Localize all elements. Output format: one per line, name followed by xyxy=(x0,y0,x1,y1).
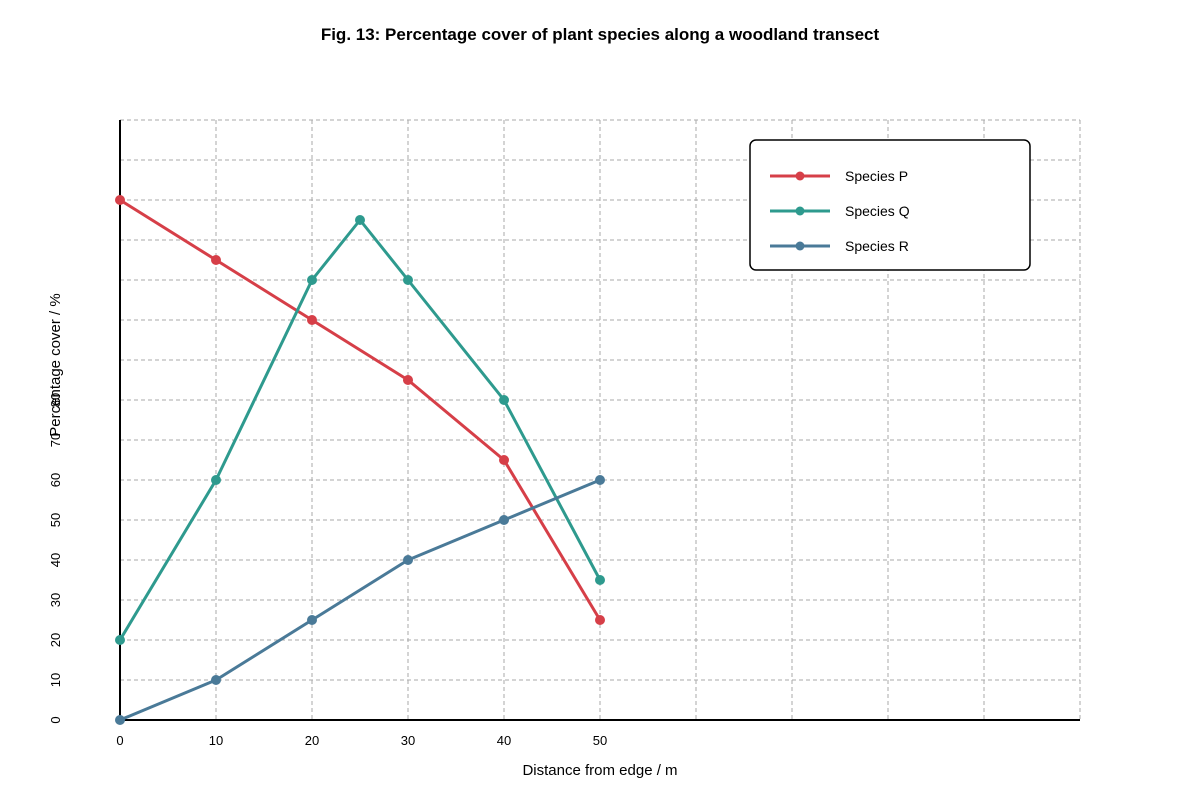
y-tick-label: 70 xyxy=(48,433,63,447)
data-point xyxy=(403,555,413,565)
axes xyxy=(119,120,1080,721)
data-point xyxy=(211,675,221,685)
data-point xyxy=(595,475,605,485)
y-tick-label: 60 xyxy=(48,473,63,487)
x-tick-labels: 0 10 20 30 40 50 xyxy=(116,733,607,748)
legend-marker xyxy=(795,241,805,251)
legend-box xyxy=(749,139,1031,271)
x-axis-label: Distance from edge / m xyxy=(522,762,677,779)
data-point xyxy=(355,215,365,225)
data-point xyxy=(403,375,413,385)
data-point xyxy=(115,195,125,205)
y-tick-label: 80 xyxy=(48,393,63,407)
x-tick-label: 10 xyxy=(209,733,223,748)
data-point xyxy=(499,455,509,465)
y-tick-label: 20 xyxy=(48,633,63,647)
data-point xyxy=(595,615,605,625)
legend: Species P Species Q Species R xyxy=(749,139,1031,271)
y-axis-label: Percentage cover / % xyxy=(47,293,64,436)
y-tick-label: 0 xyxy=(48,716,63,723)
x-tick-label: 50 xyxy=(593,733,607,748)
data-point xyxy=(595,575,605,585)
x-tick-label: 30 xyxy=(401,733,415,748)
x-tick-label: 40 xyxy=(497,733,511,748)
series-line xyxy=(118,218,602,641)
legend-entry: Species Q xyxy=(845,203,910,219)
legend-items: Species P Species Q Species R xyxy=(770,168,910,254)
y-tick-label: 30 xyxy=(48,593,63,607)
data-point xyxy=(307,275,317,285)
legend-marker xyxy=(795,171,805,181)
data-point xyxy=(307,615,317,625)
legend-marker xyxy=(795,206,805,216)
legend-entry: Species R xyxy=(845,238,909,254)
series-line xyxy=(119,478,601,722)
y-tick-label: 10 xyxy=(48,673,63,687)
legend-entry: Species P xyxy=(845,168,908,184)
x-tick-label: 20 xyxy=(305,733,319,748)
data-point xyxy=(211,475,221,485)
data-point xyxy=(307,315,317,325)
y-tick-label: 40 xyxy=(48,553,63,567)
data-point xyxy=(115,635,125,645)
y-tick-label: 50 xyxy=(48,513,63,527)
chart-title: Fig. 13: Percentage cover of plant speci… xyxy=(321,25,880,44)
data-point xyxy=(403,275,413,285)
data-point xyxy=(211,255,221,265)
data-point xyxy=(499,515,509,525)
series xyxy=(115,195,605,725)
data-point xyxy=(499,395,509,405)
y-tick-labels: 0 10 20 30 40 50 60 70 80 xyxy=(48,393,63,724)
x-tick-label: 0 xyxy=(116,733,123,748)
series-line xyxy=(119,198,602,621)
data-point xyxy=(115,715,125,725)
